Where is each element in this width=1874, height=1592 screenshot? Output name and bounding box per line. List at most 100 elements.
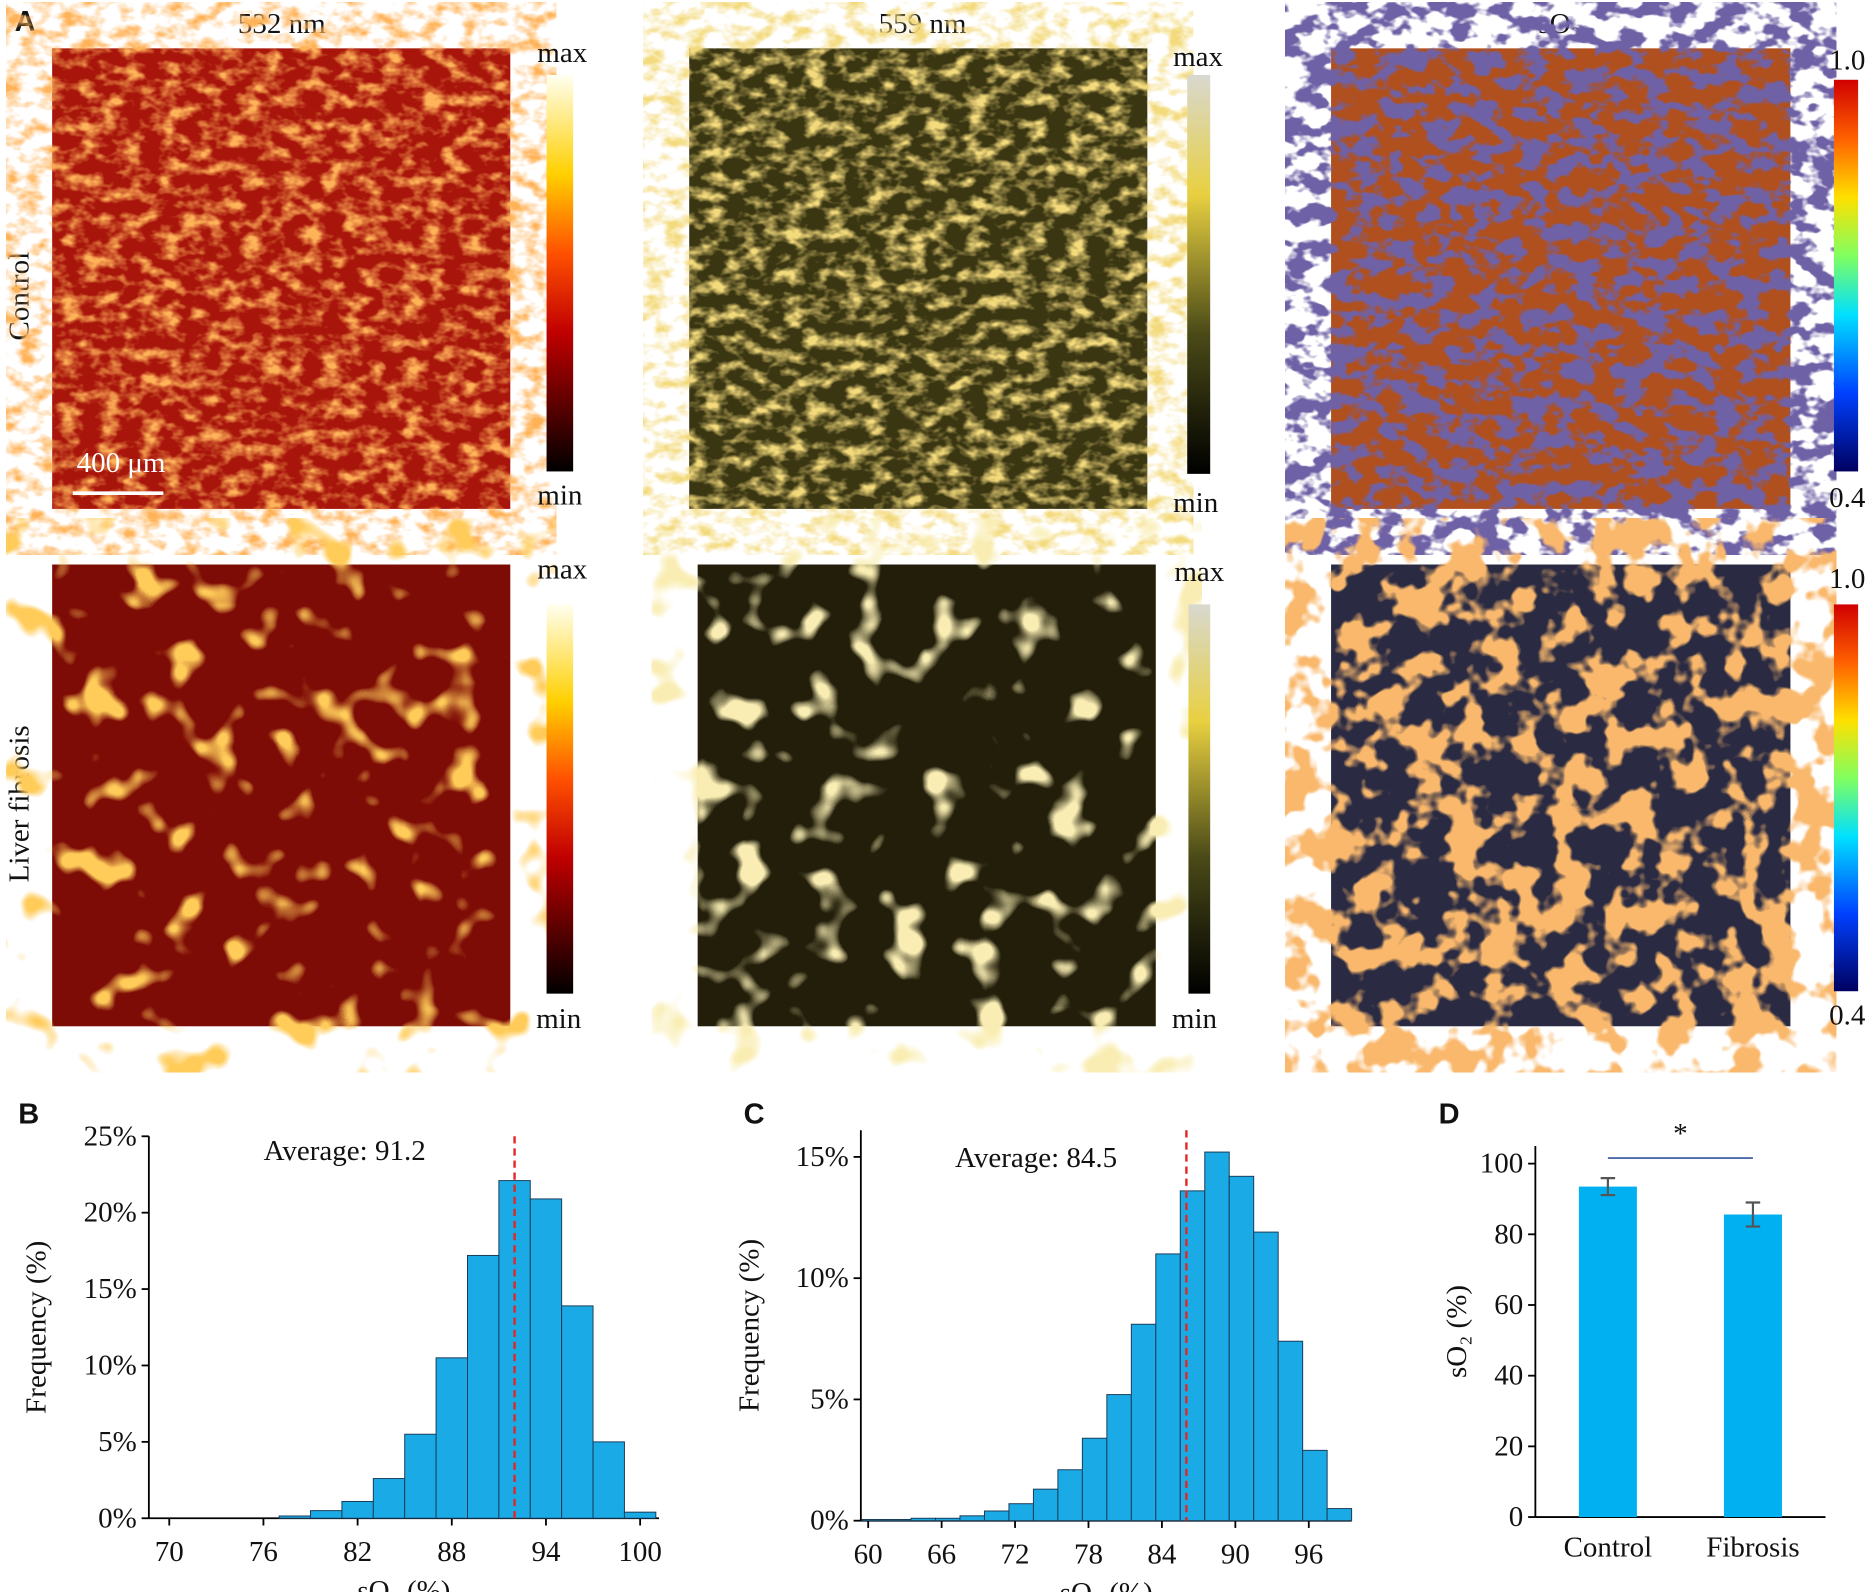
x-tick-label: 88	[437, 1536, 466, 1568]
y-axis-label: sO₂ (%)	[1441, 1285, 1473, 1378]
bar	[1578, 1186, 1637, 1518]
histogram-bar	[561, 1305, 594, 1519]
image-panel	[52, 48, 511, 509]
x-tick-label: 60	[854, 1539, 883, 1571]
histogram-bar	[592, 1441, 625, 1519]
colorbar-label: max	[1174, 556, 1224, 588]
histogram-bar	[910, 1517, 936, 1522]
y-tick-label: 5%	[98, 1426, 137, 1458]
y-tick-label: 0%	[98, 1502, 137, 1534]
x-axis-label: sO₂ (%)	[1060, 1577, 1153, 1592]
x-tick-label: 78	[1074, 1539, 1103, 1571]
column-title: sO₂	[1538, 8, 1580, 40]
histogram-bar	[404, 1433, 437, 1519]
annotation: Average: 91.2	[264, 1135, 426, 1167]
histogram-bar	[861, 1518, 888, 1522]
y-tick-label: 20	[1494, 1430, 1523, 1462]
panel-label: B	[18, 1099, 39, 1131]
bar	[1723, 1214, 1782, 1518]
y-tick-label: 15%	[796, 1141, 849, 1173]
panel-label: C	[744, 1099, 765, 1131]
image-panel	[52, 564, 511, 1027]
colorbar-label: min	[536, 1003, 582, 1035]
colorbar-label: max	[537, 37, 587, 69]
row-label: Liver fibrosis	[4, 725, 36, 882]
x-tick-label: 66	[927, 1539, 956, 1571]
histogram-bar	[310, 1510, 343, 1519]
colorbar	[1833, 604, 1859, 992]
colorbar	[1188, 604, 1211, 994]
x-tick-label: 100	[618, 1536, 662, 1568]
histogram-bar	[1081, 1437, 1108, 1522]
x-tick-label: 94	[531, 1536, 560, 1568]
x-tick-label: 76	[249, 1536, 278, 1568]
colorbar-label: min	[1172, 1003, 1218, 1035]
histogram-bar	[1277, 1340, 1304, 1522]
colorbar-label: 0.4	[1829, 999, 1866, 1031]
histogram-bar	[886, 1518, 912, 1522]
y-tick-label: 0%	[810, 1505, 849, 1537]
panel-label: D	[1439, 1099, 1460, 1131]
column-title: 559 nm	[879, 8, 967, 40]
error-bar	[1600, 1177, 1616, 1197]
y-tick-label: 20%	[84, 1197, 137, 1229]
histogram-bar	[372, 1478, 406, 1519]
y-tick-label: 10%	[84, 1349, 137, 1381]
x-tick-label: 70	[155, 1536, 184, 1568]
x-tick-label: 72	[1001, 1539, 1030, 1571]
y-tick-label: 40	[1494, 1360, 1523, 1392]
error-bar	[1745, 1201, 1761, 1228]
histogram-bar	[1155, 1253, 1181, 1522]
histogram-bar	[467, 1254, 500, 1519]
histogram-bar	[935, 1517, 961, 1522]
y-tick-label: 5%	[810, 1383, 849, 1415]
image-panel	[697, 564, 1156, 1027]
y-axis-label: Frequency (%)	[734, 1239, 766, 1412]
x-tick-label: 96	[1294, 1539, 1323, 1571]
histogram-bar	[1032, 1488, 1059, 1522]
colorbar-label: 0.4	[1829, 482, 1866, 514]
histogram-bar	[1204, 1151, 1230, 1522]
histogram-bar	[1106, 1394, 1132, 1522]
colorbar	[1833, 79, 1859, 472]
histogram-bar	[1302, 1449, 1328, 1522]
histogram-bar	[1057, 1469, 1083, 1522]
x-tick-label: 82	[343, 1536, 372, 1568]
row-label: Control	[4, 252, 36, 341]
colorbar-label: min	[537, 480, 583, 512]
histogram-bar	[1008, 1503, 1034, 1522]
y-tick-label: 60	[1494, 1289, 1523, 1321]
colorbar-label: 1.0	[1829, 563, 1865, 595]
histogram-bar	[1228, 1175, 1255, 1522]
histogram-bar	[278, 1515, 312, 1519]
histogram-bar	[983, 1510, 1010, 1522]
image-panel	[689, 48, 1148, 509]
colorbar-label: max	[537, 553, 587, 585]
y-tick-label: 25%	[84, 1120, 137, 1152]
histogram-bar	[341, 1500, 374, 1519]
colorbar-label: max	[1173, 41, 1223, 73]
colorbar-label: 1.0	[1829, 44, 1865, 76]
y-tick-label: 80	[1494, 1218, 1523, 1250]
x-tick-label: Control	[1564, 1531, 1653, 1563]
x-axis-label: sO₂ (%)	[357, 1575, 450, 1592]
histogram-bar	[435, 1357, 468, 1519]
image-panel	[1331, 564, 1791, 1027]
histogram-bar	[1130, 1323, 1157, 1522]
histogram-bar	[623, 1511, 657, 1519]
column-title: 532 nm	[238, 8, 326, 40]
histogram-bar	[1326, 1508, 1353, 1522]
image-panel	[1331, 48, 1791, 509]
y-tick-label: 0	[1509, 1501, 1524, 1533]
colorbar	[546, 604, 574, 994]
x-tick-label: 84	[1147, 1539, 1177, 1571]
y-tick-label: 10%	[796, 1262, 849, 1294]
significance-label: *	[1673, 1118, 1687, 1150]
scale-bar-label: 400 μm	[77, 447, 166, 479]
annotation: Average: 84.5	[955, 1142, 1117, 1174]
y-tick-label: 100	[1480, 1148, 1524, 1180]
colorbar	[546, 74, 574, 472]
histogram-bar	[529, 1198, 563, 1519]
panel-label: A	[15, 6, 36, 38]
